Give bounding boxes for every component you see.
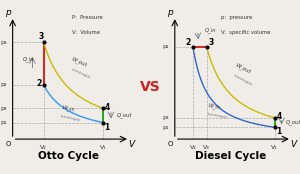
Text: V₂: V₂	[40, 145, 47, 150]
Text: O: O	[168, 141, 173, 147]
Text: isentropic: isentropic	[70, 68, 92, 80]
Text: Q_in: Q_in	[22, 56, 34, 62]
Text: VS: VS	[140, 80, 160, 94]
Text: 4: 4	[277, 112, 282, 121]
Text: V₁: V₁	[100, 145, 106, 150]
Text: isentropic: isentropic	[232, 73, 253, 87]
Text: p: p	[5, 9, 11, 17]
Text: 3: 3	[39, 32, 44, 41]
Text: W_in: W_in	[208, 102, 221, 110]
Text: W_out: W_out	[234, 62, 251, 75]
Text: p:  pressure: p: pressure	[221, 15, 252, 20]
Text: P:  Pressure: P: Pressure	[71, 15, 102, 20]
Text: p₁: p₁	[0, 120, 7, 125]
Text: O: O	[5, 141, 11, 147]
Text: p: p	[167, 9, 173, 17]
Text: p₃: p₃	[162, 115, 169, 120]
Text: V₃: V₃	[203, 145, 210, 150]
Text: V₁: V₁	[271, 145, 278, 150]
Text: V: V	[129, 140, 135, 149]
Text: p₄: p₄	[0, 106, 7, 111]
Text: Otto Cycle: Otto Cycle	[38, 151, 100, 161]
Text: 1: 1	[277, 127, 282, 136]
Text: Q_out: Q_out	[116, 113, 132, 118]
Text: 2: 2	[186, 38, 191, 47]
Text: V:  Volume: V: Volume	[71, 30, 100, 35]
Text: 1: 1	[104, 123, 110, 132]
Text: p₂: p₂	[162, 45, 169, 49]
Text: p₃: p₃	[0, 40, 7, 45]
Text: 3: 3	[208, 38, 214, 47]
Text: Q_out: Q_out	[286, 120, 300, 125]
Text: 4: 4	[105, 103, 110, 112]
Text: p₁: p₁	[162, 125, 169, 130]
Text: Q_in: Q_in	[204, 28, 216, 33]
Text: W_in: W_in	[61, 104, 75, 112]
Text: V₂: V₂	[190, 145, 196, 150]
Text: isentropic: isentropic	[59, 114, 81, 122]
Text: p₂: p₂	[0, 82, 7, 87]
Text: W_out: W_out	[70, 56, 88, 68]
Text: V: V	[291, 140, 297, 149]
Text: 2: 2	[36, 79, 41, 88]
Text: isentropic: isentropic	[207, 112, 229, 119]
Text: Diesel Cycle: Diesel Cycle	[195, 151, 267, 161]
Text: V:  specific volume: V: specific volume	[221, 30, 270, 35]
